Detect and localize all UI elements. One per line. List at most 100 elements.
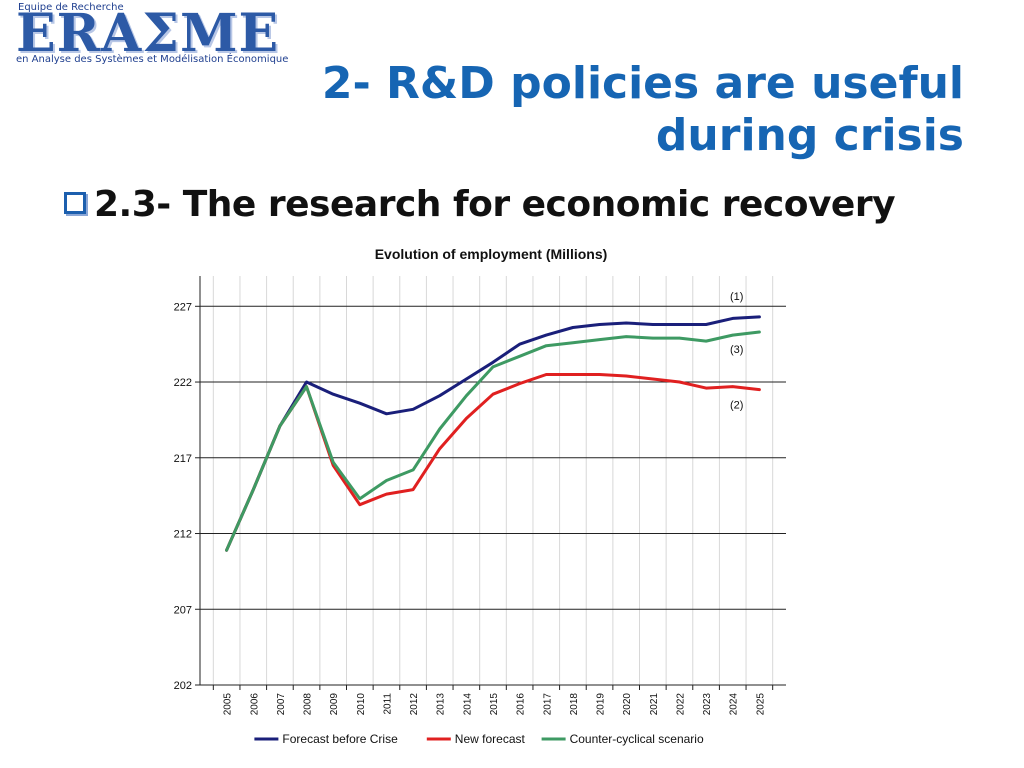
y-tick-label: 222 [174,377,192,389]
x-tick-label: 2015 [489,693,500,716]
series-annotation: (3) [730,344,743,356]
data-point [758,330,761,334]
legend-label: Forecast before Crise [282,732,398,746]
data-point [518,342,521,346]
data-point [411,468,415,472]
data-point [731,385,734,388]
data-point [678,336,681,340]
data-point [491,365,495,369]
data-point [305,385,308,388]
data-point [465,394,468,397]
data-point [624,321,628,325]
data-point [598,338,601,341]
logo-top-text: Equipe de Recherche [18,2,124,13]
data-point [518,355,521,358]
x-tick-label: 2005 [223,693,234,716]
y-tick-label: 227 [174,301,192,313]
x-tick-label: 2020 [622,693,633,716]
slide-title: 2- R&D policies are useful during crisis [284,58,964,162]
data-point [758,315,761,319]
y-tick-label: 217 [174,453,192,465]
x-tick-label: 2010 [356,693,367,716]
x-tick-label: 2024 [729,693,740,716]
data-point [438,447,441,450]
series-line [225,315,761,552]
data-point [358,497,362,500]
data-point [651,377,655,381]
x-tick-label: 2014 [462,693,473,716]
slide-subtitle: 2.3- The research for economic recovery [64,184,896,225]
data-point [278,424,282,428]
data-point [491,361,495,364]
data-point [225,548,228,552]
data-point [758,388,761,391]
data-point [465,377,468,381]
data-point [704,339,708,343]
erasme-logo: Equipe de Recherche ERAΣME en Analyse de… [14,2,304,74]
data-point [678,380,681,384]
data-point [704,386,708,390]
x-tick-label: 2023 [702,693,713,716]
data-point [331,392,335,396]
x-tick-label: 2019 [596,693,607,716]
employment-chart: Evolution of employment (Millions) 202 207… [174,246,786,746]
data-point [545,373,548,376]
data-point [571,326,575,329]
slide-subtitle-text: 2.3- The research for economic recovery [94,184,896,225]
data-point [385,492,388,496]
x-tick-label: 2016 [516,693,527,716]
data-point [252,488,255,491]
data-point [598,373,601,376]
data-point [491,392,495,396]
x-tick-label: 2012 [409,693,420,716]
data-point [411,408,415,411]
x-tick-label: 2021 [649,693,660,716]
logo-wordmark: ERAΣME [16,3,280,64]
data-point [651,323,655,326]
series-line [225,373,761,552]
x-tick-label: 2022 [675,693,686,716]
x-tick-label: 2008 [303,693,314,716]
data-point [385,412,388,416]
logo-bottom-text: en Analyse des Systèmes et Modélisation … [14,54,291,65]
x-tick-label: 2013 [436,693,447,716]
data-point [598,323,601,326]
data-point [545,333,548,337]
data-point [438,427,441,431]
data-point [331,461,335,464]
data-point [678,323,681,326]
x-tick-label: 2018 [569,693,580,716]
data-point [624,335,628,338]
data-point [438,394,441,397]
data-point [571,373,575,376]
checkbox-bullet-icon [64,192,86,214]
data-point [704,323,708,326]
data-point [385,479,388,482]
series-annotation: (2) [730,400,743,412]
data-point [358,503,362,506]
data-point [358,402,362,405]
data-point [731,333,734,337]
data-point [624,374,628,378]
x-tick-label: 2007 [276,693,287,716]
x-tick-label: 2025 [755,693,766,716]
x-tick-label: 2017 [542,693,553,716]
x-tick-label: 2011 [382,693,393,715]
data-point [305,380,308,384]
data-point [731,317,734,320]
data-point [465,417,468,420]
x-tick-label: 2006 [249,693,260,716]
data-point [411,488,415,491]
chart-title: Evolution of employment (Millions) [375,246,608,262]
series-annotation: (1) [730,291,743,303]
legend-label: New forecast [455,732,526,746]
x-tick-label: 2009 [329,693,340,716]
series-line [225,330,761,552]
legend-label: Counter-cyclical scenario [570,732,704,746]
data-point [651,336,655,340]
slide-title-line-1: 2- R&D policies are useful [321,58,964,109]
y-tick-label: 207 [174,604,192,616]
data-point [571,341,575,344]
y-tick-label: 212 [174,529,192,541]
slide-title-line-2: during crisis [655,110,964,161]
